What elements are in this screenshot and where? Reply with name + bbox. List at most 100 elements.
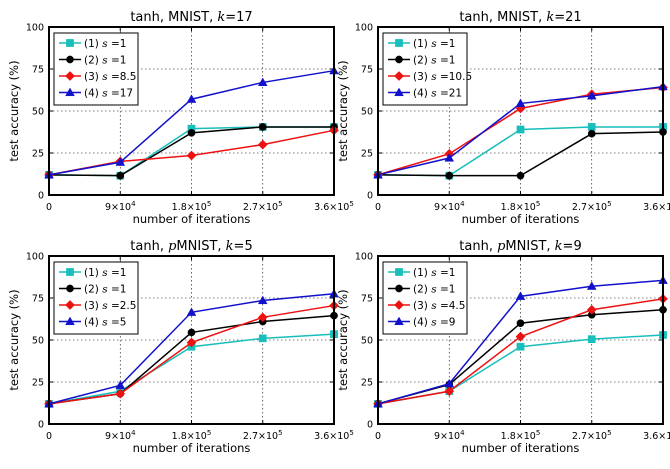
y-tick-label: 75 bbox=[32, 294, 44, 305]
y-tick-label: 25 bbox=[361, 378, 373, 389]
legend-marker bbox=[65, 316, 75, 326]
x-tick-label: 1.8×105 bbox=[501, 429, 541, 442]
legend-label: (3) s =4.5 bbox=[413, 300, 465, 312]
legend-label: (2) s =1 bbox=[84, 55, 126, 67]
data-point bbox=[516, 319, 525, 328]
x-tick-label: 1.8×105 bbox=[501, 200, 541, 213]
plot-frame bbox=[48, 26, 335, 196]
legend-label: (4) s =9 bbox=[413, 317, 455, 329]
legend-marker bbox=[66, 55, 74, 64]
legend: (1) s =1 (2) s =1 (3) s =4.5 (4) s =9 bbox=[382, 261, 468, 335]
x-tick-label: 3.6×105 bbox=[314, 429, 354, 442]
legend-marker bbox=[395, 268, 403, 276]
data-point bbox=[257, 139, 268, 150]
x-tick-label: 9×104 bbox=[434, 200, 465, 213]
x-tick-label: 1.8×105 bbox=[172, 200, 212, 213]
chart-panel-3: 0 25 50 75 100 0 9×104 1.8×105 2.7×105 3.6×105 num… bbox=[7, 239, 354, 455]
x-tick-label: 9×104 bbox=[434, 429, 465, 442]
legend-marker bbox=[394, 71, 404, 81]
y-tick-label: 0 bbox=[38, 191, 44, 202]
y-tick-label: 100 bbox=[26, 252, 44, 263]
legend-marker bbox=[65, 300, 75, 310]
x-tick-label: 0 bbox=[46, 431, 52, 442]
chart-title: tanh, pMNIST, k=9 bbox=[459, 239, 581, 254]
legend-marker bbox=[395, 284, 403, 293]
plot-frame bbox=[377, 26, 664, 196]
x-tick-label: 9×104 bbox=[105, 429, 136, 442]
legend: (1) s =1 (2) s =1 (3) s =2.5 (4) s =5 bbox=[53, 261, 139, 335]
y-tick-label: 100 bbox=[355, 252, 373, 263]
y-tick-label: 25 bbox=[361, 149, 373, 160]
y-axis-label: test accuracy (%) bbox=[7, 60, 21, 161]
x-tick-label: 2.7×105 bbox=[243, 200, 283, 213]
y-tick-label: 75 bbox=[32, 65, 44, 76]
x-axis-label: number of iterations bbox=[133, 212, 251, 226]
data-point bbox=[587, 123, 596, 131]
plot-frame bbox=[48, 255, 335, 425]
data-point bbox=[515, 98, 526, 107]
x-tick-label: 0 bbox=[375, 431, 381, 442]
legend-label: (1) s =1 bbox=[413, 38, 455, 50]
chart-panel-2: 0 25 50 75 100 0 9×104 1.8×105 2.7×105 3.6×105 num… bbox=[336, 10, 670, 226]
legend-marker bbox=[66, 39, 74, 47]
y-tick-label: 100 bbox=[26, 23, 44, 34]
y-tick-label: 0 bbox=[367, 420, 373, 431]
x-tick-label: 3.6×105 bbox=[643, 200, 670, 213]
y-tick-label: 25 bbox=[32, 378, 44, 389]
legend-label: (4) s =5 bbox=[84, 317, 126, 329]
data-point bbox=[116, 171, 125, 180]
data-point bbox=[257, 77, 268, 86]
x-tick-label: 9×104 bbox=[105, 200, 136, 213]
x-tick-label: 2.7×105 bbox=[572, 429, 612, 442]
data-point bbox=[257, 295, 268, 305]
y-tick-label: 75 bbox=[361, 65, 373, 76]
y-tick-label: 75 bbox=[361, 294, 373, 305]
chart-panel-1: 0 25 50 75 100 0 9×104 1.8×105 2.7×105 3.6×105 num… bbox=[7, 10, 354, 226]
data-point bbox=[258, 334, 267, 343]
legend-label: (3) s =8.5 bbox=[84, 71, 136, 83]
data-point bbox=[115, 157, 126, 166]
legend-marker bbox=[65, 87, 75, 97]
legend-label: (3) s =2.5 bbox=[84, 300, 136, 312]
data-point bbox=[444, 378, 455, 388]
legend-label: (1) s =1 bbox=[413, 267, 455, 279]
y-tick-label: 50 bbox=[32, 336, 44, 347]
legend-label: (4) s =21 bbox=[413, 88, 462, 100]
chart-title: tanh, MNIST, k=17 bbox=[130, 10, 252, 25]
data-point bbox=[186, 150, 197, 161]
chart-panel-4: 0 25 50 75 100 0 9×104 1.8×105 2.7×105 3.6×105 num… bbox=[336, 239, 670, 455]
y-tick-label: 0 bbox=[367, 191, 373, 202]
legend-marker bbox=[395, 55, 403, 64]
legend-marker bbox=[65, 71, 75, 81]
x-tick-label: 3.6×105 bbox=[314, 200, 354, 213]
x-tick-label: 0 bbox=[46, 202, 52, 213]
legend-marker bbox=[394, 87, 404, 97]
data-point bbox=[187, 128, 196, 137]
legend-marker bbox=[395, 39, 403, 47]
data-point bbox=[587, 129, 596, 138]
legend-label: (2) s =1 bbox=[413, 55, 455, 67]
x-tick-label: 3.6×105 bbox=[643, 429, 670, 442]
y-tick-label: 50 bbox=[32, 107, 44, 118]
data-point bbox=[186, 94, 197, 103]
plot-frame bbox=[377, 255, 664, 425]
y-tick-label: 50 bbox=[361, 107, 373, 118]
data-point bbox=[516, 125, 525, 134]
y-axis-label: test accuracy (%) bbox=[336, 289, 350, 390]
data-point bbox=[516, 171, 525, 180]
data-point bbox=[186, 337, 197, 348]
legend-label: (1) s =1 bbox=[84, 38, 126, 50]
data-point bbox=[515, 331, 526, 342]
data-point bbox=[444, 153, 455, 162]
data-point bbox=[586, 281, 597, 290]
y-axis-label: test accuracy (%) bbox=[7, 289, 21, 390]
legend-label: (3) s =10.5 bbox=[413, 71, 472, 83]
data-point bbox=[186, 307, 197, 316]
x-tick-label: 2.7×105 bbox=[572, 200, 612, 213]
chart-title: tanh, pMNIST, k=5 bbox=[130, 239, 252, 254]
legend: (1) s =1 (2) s =1 (3) s =8.5 (4) s =17 bbox=[53, 32, 139, 106]
legend: (1) s =1 (2) s =1 (3) s =10.5 (4) s =21 bbox=[382, 32, 472, 106]
x-axis-label: number of iterations bbox=[462, 441, 580, 455]
chart-title: tanh, MNIST, k=21 bbox=[459, 10, 581, 25]
